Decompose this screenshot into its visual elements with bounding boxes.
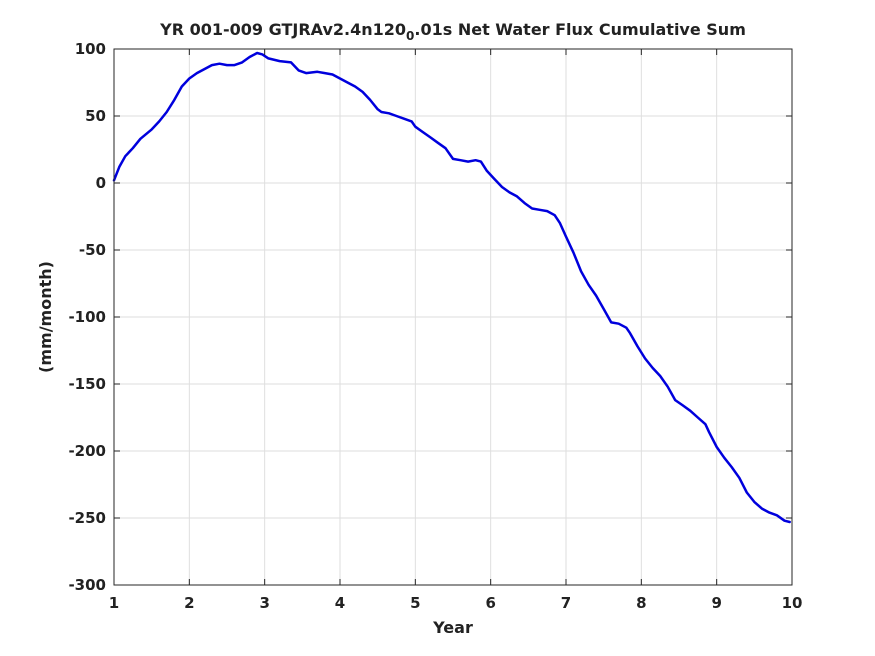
axis-ticks [113,48,793,586]
x-tick-label: 4 [335,594,345,612]
y-tick-label: -200 [68,442,106,460]
y-tick-label: 100 [75,40,106,58]
y-tick-label: -300 [68,576,106,594]
y-tick-label: -150 [68,375,106,393]
x-tick-label: 7 [561,594,571,612]
x-axis-label: Year [432,618,473,637]
x-tick-label: 3 [259,594,269,612]
y-tick-label: 50 [85,107,106,125]
x-tick-label: 6 [485,594,495,612]
x-tick-label: 9 [711,594,721,612]
x-tick-label: 8 [636,594,646,612]
y-axis-label: (mm/month) [36,261,55,373]
y-tick-label: -250 [68,509,106,527]
y-axis-tick-labels: 100 50 0 -50 -100 -150 -200 -250 -300 [68,40,106,594]
series-line [112,51,791,524]
y-tick-label: -100 [68,308,106,326]
x-tick-label: 10 [782,594,803,612]
x-tick-label: 5 [410,594,420,612]
data-series [112,51,791,524]
y-tick-label: 0 [96,174,106,192]
x-tick-label: 2 [184,594,194,612]
x-axis-tick-labels: 1 2 3 4 5 6 7 8 9 10 [109,594,803,612]
chart-title: YR 001-009 GTJRAv2.4n1200.01s Net Water … [159,20,746,43]
y-tick-label: -50 [79,241,106,259]
chart-title-subscript: 0 [406,29,414,43]
x-tick-label: 1 [109,594,119,612]
